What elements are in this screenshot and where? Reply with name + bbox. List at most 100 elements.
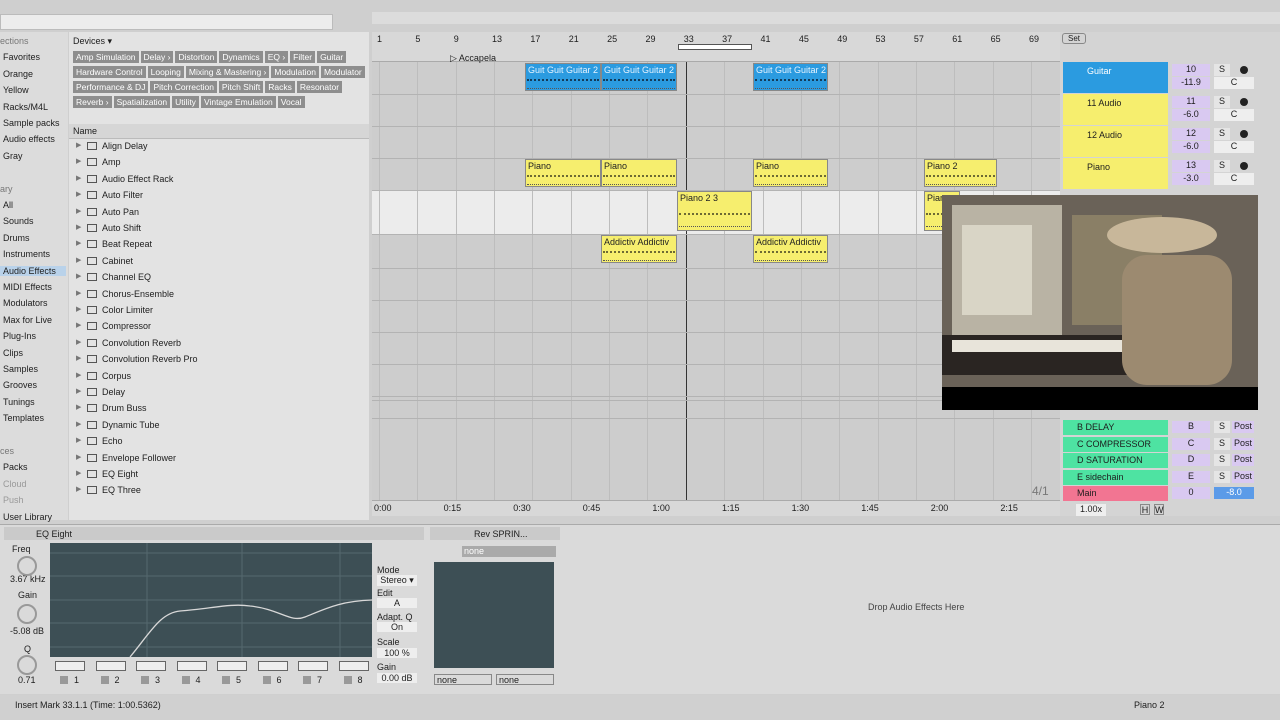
sidebar-item[interactable]: Modulators <box>3 298 48 309</box>
tag[interactable]: Amp Simulation <box>73 51 139 63</box>
return-letter[interactable]: E <box>1172 470 1210 483</box>
solo-button[interactable]: S <box>1214 470 1230 483</box>
tag[interactable]: EQ › <box>264 51 289 63</box>
track-number[interactable]: 13 <box>1172 160 1210 172</box>
speed[interactable]: 1.00x <box>1076 504 1106 516</box>
tag[interactable]: Guitar <box>317 51 347 63</box>
post-button[interactable]: Post <box>1232 437 1254 450</box>
eq-setting[interactable]: 0.00 dB <box>377 673 417 683</box>
sidebar-item[interactable]: Drums <box>3 232 30 243</box>
band-toggle[interactable] <box>222 676 230 684</box>
browser-item[interactable]: Channel EQ <box>102 272 152 283</box>
track-volume[interactable]: -11.9 <box>1172 77 1210 89</box>
clip[interactable]: Guit Guit Guitar 2 <box>753 63 828 91</box>
arm-button[interactable] <box>1240 130 1248 138</box>
browser-item[interactable]: Corpus <box>102 370 132 381</box>
tag[interactable]: Performance & DJ <box>73 81 149 93</box>
clip[interactable]: Addictiv Addictiv <box>753 235 828 263</box>
band-filter[interactable] <box>176 661 207 671</box>
main-header[interactable]: Main <box>1063 486 1168 501</box>
browser-item[interactable]: EQ Three <box>102 485 141 496</box>
clip[interactable]: Piano <box>601 159 677 187</box>
browser-item[interactable]: Cabinet <box>102 255 134 266</box>
tag[interactable]: Pitch Shift <box>218 81 264 93</box>
tag[interactable]: Resonator <box>296 81 343 93</box>
clip[interactable]: Piano 2 3 <box>677 191 752 231</box>
tag[interactable]: Delay › <box>140 51 174 63</box>
browser-item[interactable]: Audio Effect Rack <box>102 173 174 184</box>
arm-button[interactable] <box>1240 162 1248 170</box>
knob[interactable] <box>17 556 37 576</box>
band-filter[interactable] <box>257 661 288 671</box>
search-bar[interactable] <box>0 14 333 30</box>
band-toggle[interactable] <box>303 676 311 684</box>
solo-button[interactable]: S <box>1214 96 1230 108</box>
sidebar-item[interactable]: Samples <box>3 364 39 374</box>
tag[interactable]: Reverb › <box>73 96 112 108</box>
return-header[interactable]: C COMPRESSOR <box>1063 436 1168 452</box>
return-header[interactable]: D SATURATION <box>1063 453 1168 468</box>
set-button[interactable]: Set <box>1062 33 1086 44</box>
sidebar-item[interactable]: Audio effects <box>3 134 55 145</box>
sidebar-item[interactable]: Packs <box>3 462 28 473</box>
band-toggle[interactable] <box>262 676 271 684</box>
clip[interactable]: Piano 2 <box>924 159 997 187</box>
browser-item[interactable]: Chorus-Ensemble <box>102 288 175 299</box>
band-toggle[interactable] <box>181 676 190 684</box>
clip[interactable]: Guit Guit Guitar 2 <box>601 63 677 91</box>
eq-param[interactable]: 3.67 kHz <box>10 574 46 584</box>
return-header[interactable]: E sidechain <box>1063 469 1168 485</box>
solo-button[interactable]: S <box>1214 160 1230 172</box>
tag[interactable]: Racks <box>265 81 295 93</box>
solo-button[interactable]: S <box>1214 454 1230 466</box>
tag[interactable]: Mixing & Mastering › <box>185 66 270 78</box>
knob[interactable] <box>17 655 37 675</box>
sidebar-item[interactable]: Templates <box>3 413 45 424</box>
browser-item[interactable]: Envelope Follower <box>102 452 177 463</box>
return-letter[interactable]: C <box>1172 437 1210 450</box>
clip[interactable]: Guit Guit Guitar 2 <box>525 63 601 91</box>
solo-button[interactable]: S <box>1214 421 1230 433</box>
tag[interactable]: Filter <box>290 51 316 63</box>
return-letter[interactable]: B <box>1172 421 1210 433</box>
track-header[interactable]: 11 Audio <box>1063 94 1168 125</box>
tag[interactable]: Distortion <box>175 51 218 63</box>
band-filter[interactable] <box>217 661 247 671</box>
browser-header[interactable]: Devices ▾ <box>73 36 113 46</box>
track-number[interactable]: 12 <box>1172 128 1210 140</box>
pan[interactable]: C <box>1214 109 1254 121</box>
eq-setting[interactable]: Stereo ▾ <box>377 575 417 586</box>
clip[interactable]: Addictiv Addictiv <box>601 235 677 263</box>
post-button[interactable]: Post <box>1232 470 1254 483</box>
tag[interactable]: Hardware Control <box>73 66 146 78</box>
browser-item[interactable]: Color Limiter <box>102 305 154 315</box>
sidebar-item[interactable]: Favorites <box>3 52 41 63</box>
browser-item[interactable]: Dynamic Tube <box>102 419 160 430</box>
sidebar-item[interactable]: Instruments <box>3 249 51 260</box>
sidebar-item[interactable]: Grooves <box>3 380 38 391</box>
browser-item[interactable]: Delay <box>102 387 126 397</box>
preset[interactable]: none <box>462 546 556 557</box>
band-toggle[interactable] <box>141 676 149 684</box>
browser-item[interactable]: Compressor <box>102 321 152 332</box>
tag[interactable]: Modulation <box>271 66 319 78</box>
solo-button[interactable]: S <box>1214 64 1230 76</box>
sidebar-item[interactable]: Sounds <box>3 216 34 227</box>
sidebar-item[interactable]: Cloud <box>3 478 27 489</box>
arm-button[interactable] <box>1240 66 1248 74</box>
return-letter[interactable]: D <box>1172 454 1210 466</box>
clip[interactable]: Piano <box>753 159 828 187</box>
browser-item[interactable]: Drum Buss <box>102 403 147 414</box>
track-header[interactable]: Piano <box>1063 158 1168 189</box>
sidebar-item[interactable]: Sample packs <box>3 118 60 128</box>
track-number[interactable]: 11 <box>1172 96 1210 108</box>
track-header[interactable]: Guitar <box>1063 62 1168 93</box>
return-header[interactable]: B DELAY <box>1063 420 1168 435</box>
sidebar-item[interactable]: Racks/M4L <box>3 101 49 112</box>
eq-setting[interactable]: A <box>377 598 417 608</box>
post-button[interactable]: Post <box>1232 421 1254 433</box>
sidebar-item[interactable]: Yellow <box>3 85 29 96</box>
tag[interactable]: Modulator <box>320 66 365 78</box>
eq-param[interactable]: -5.08 dB <box>10 626 45 636</box>
main-number[interactable]: 0 <box>1172 487 1210 499</box>
